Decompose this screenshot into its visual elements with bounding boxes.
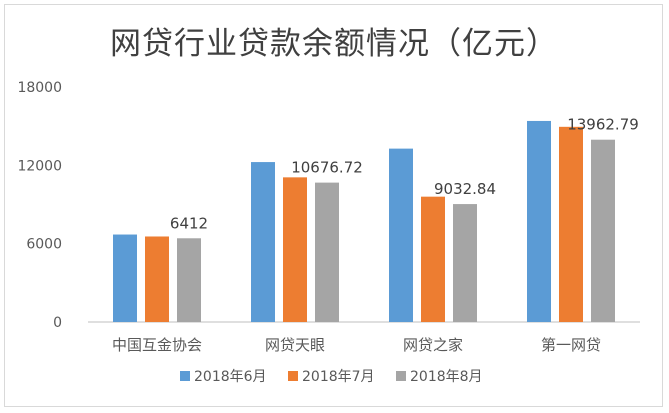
y-axis: 0 6000 12000 18000 bbox=[17, 80, 62, 331]
data-label: 6412 bbox=[170, 214, 208, 232]
legend-label: 2018年6月 bbox=[194, 369, 267, 385]
bar-2-4 bbox=[559, 126, 583, 322]
bar-3-3 bbox=[453, 204, 477, 322]
bar-3-4 bbox=[591, 139, 615, 322]
y-tick-label: 18000 bbox=[17, 80, 62, 96]
y-tick-label: 0 bbox=[53, 315, 62, 331]
x-tick-label: 第一网贷 bbox=[541, 336, 601, 354]
data-label: 9032.84 bbox=[434, 180, 496, 198]
bar-2-2 bbox=[283, 177, 307, 322]
x-tick-label: 网贷天眼 bbox=[265, 336, 325, 354]
x-tick-label: 中国互金协会 bbox=[112, 336, 202, 354]
legend-swatch bbox=[396, 371, 406, 381]
legend-label: 2018年8月 bbox=[410, 369, 483, 385]
x-axis: 中国互金协会 网贷天眼 网贷之家 第一网贷 bbox=[112, 336, 601, 354]
bars bbox=[113, 120, 615, 322]
legend-swatch bbox=[180, 371, 190, 381]
y-tick-label: 12000 bbox=[17, 158, 62, 174]
bar-2-1 bbox=[145, 236, 169, 322]
bar-1-3 bbox=[389, 148, 413, 322]
bar-2-3 bbox=[421, 196, 445, 322]
chart-title: 网贷行业贷款余额情况（亿元） bbox=[110, 26, 558, 62]
legend-label: 2018年7月 bbox=[302, 369, 375, 385]
bar-3-1 bbox=[177, 238, 201, 322]
bar-1-4 bbox=[527, 120, 551, 322]
bar-3-2 bbox=[315, 182, 339, 322]
data-label: 13962.79 bbox=[567, 116, 639, 134]
data-label: 10676.72 bbox=[291, 159, 363, 177]
x-tick-label: 网贷之家 bbox=[403, 336, 463, 354]
data-labels: 6412 10676.72 9032.84 13962.79 bbox=[170, 116, 639, 233]
legend-swatch bbox=[288, 371, 298, 381]
legend: 2018年6月 2018年7月 2018年8月 bbox=[180, 369, 483, 385]
bar-1-1 bbox=[113, 234, 137, 322]
bar-1-2 bbox=[251, 162, 275, 322]
y-tick-label: 6000 bbox=[26, 237, 62, 253]
